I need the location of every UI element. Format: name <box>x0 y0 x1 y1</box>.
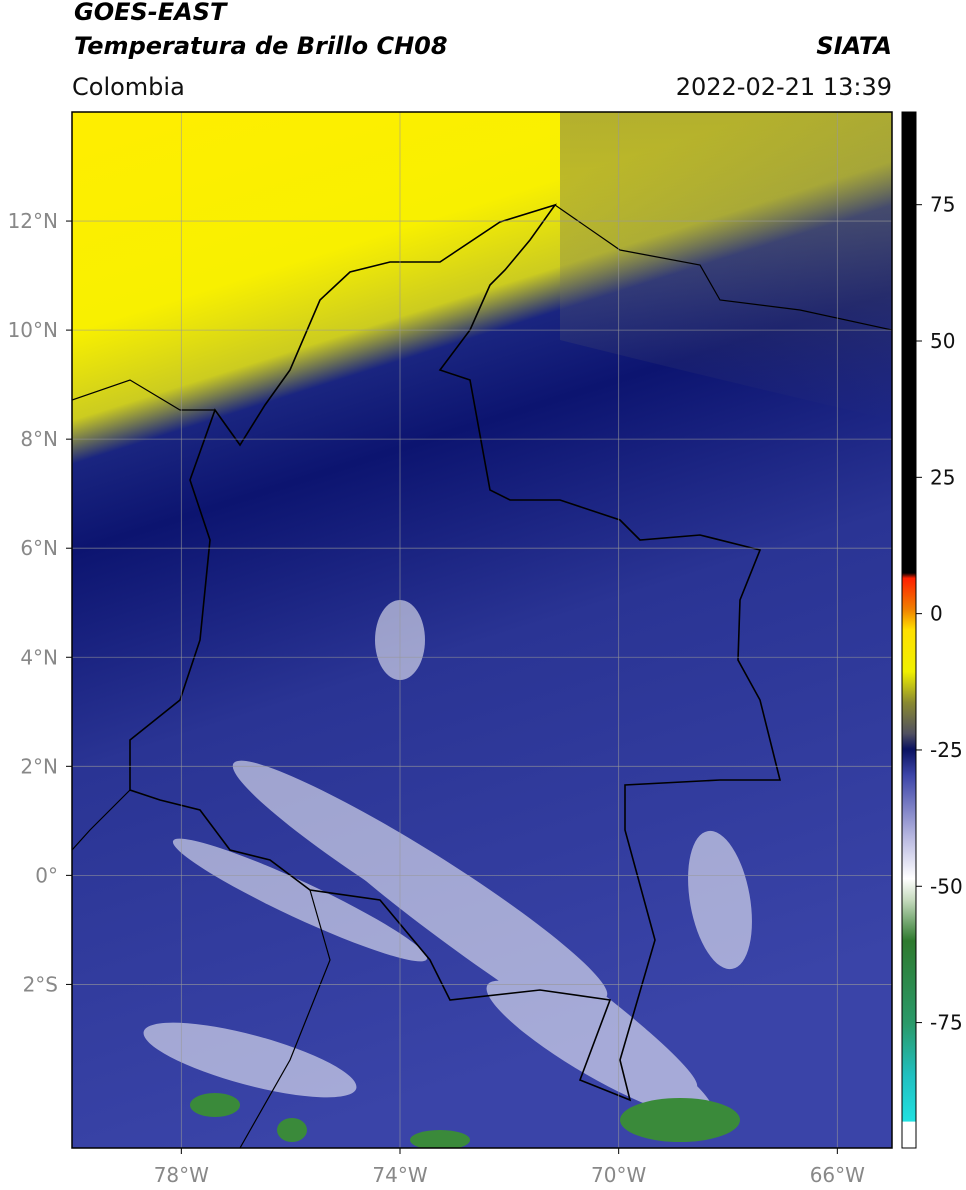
map-frame <box>71 111 893 1149</box>
y-tick-label: 2°S <box>23 972 58 996</box>
x-tick-label: 66°W <box>810 1163 865 1187</box>
y-tick-label: 6°N <box>20 536 58 560</box>
map-image <box>72 112 892 1148</box>
x-tick-label: 74°W <box>372 1163 427 1187</box>
source: SIATA <box>816 32 892 60</box>
colorbar-label: -50 <box>930 874 963 898</box>
y-tick-label: 12°N <box>8 209 58 233</box>
y-tick-label: 0° <box>35 863 58 887</box>
x-tick-label: 78°W <box>154 1163 209 1187</box>
title: GOES-EAST <box>74 0 228 26</box>
datetime: 2022-02-21 13:39 <box>676 73 892 101</box>
y-tick-label: 10°N <box>8 318 58 342</box>
subtitle: Temperatura de Brillo CH08 <box>74 32 448 60</box>
colorbar-label: -75 <box>930 1011 963 1035</box>
y-tick-label: 8°N <box>20 427 58 451</box>
y-tick-label: 2°N <box>20 754 58 778</box>
colorbar-label: 25 <box>930 465 955 489</box>
region: Colombia <box>72 73 185 101</box>
colorbar-label: 0 <box>930 602 943 626</box>
colorbar-label: 75 <box>930 193 955 217</box>
colorbar-label: -25 <box>930 738 963 762</box>
x-tick-label: 70°W <box>591 1163 646 1187</box>
y-tick-label: 4°N <box>20 645 58 669</box>
colorbar <box>901 111 917 1149</box>
colorbar-label: 50 <box>930 329 955 353</box>
